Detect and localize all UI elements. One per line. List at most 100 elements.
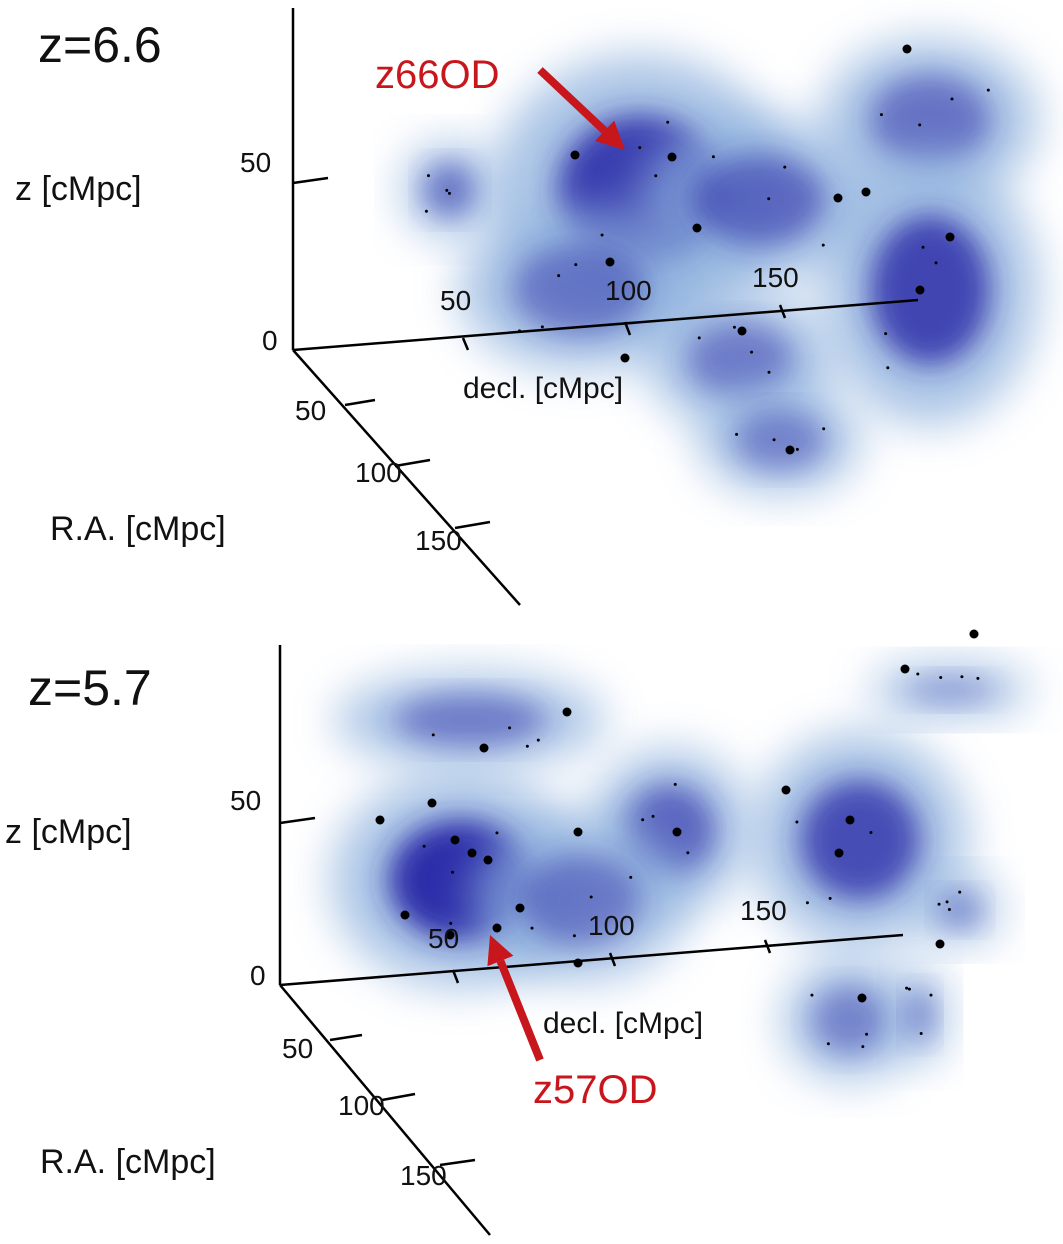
galaxy [865,1032,869,1036]
galaxy [945,232,955,242]
galaxy [781,785,791,795]
tick-mark [344,398,376,407]
annotation: z66OD [375,53,500,97]
arrow-head [487,935,514,967]
galaxy [921,245,925,249]
galaxy [958,890,962,894]
galaxy [950,97,954,101]
decl-tick-label: 100 [588,910,635,941]
galaxy [483,855,493,865]
decl-axis-title: decl. [cMpc] [543,1007,703,1040]
galaxy [939,675,943,679]
galaxy [651,814,655,818]
annotation: z57OD [533,1068,658,1112]
density-clouds [331,39,1038,1081]
galaxy [641,818,645,822]
galaxies [375,44,990,1049]
tick-mark [279,816,316,825]
galaxy [821,243,825,247]
decl-tick-label: 50 [440,285,471,316]
galaxy [620,353,630,363]
galaxy [445,188,449,192]
decl-axis-title: decl. [cMpc] [463,372,623,405]
galaxy [937,902,941,906]
galaxy [638,146,642,150]
tick-mark [763,939,772,954]
galaxy [515,903,525,913]
ra-axis [279,984,491,1236]
tick-mark [381,1092,416,1102]
galaxy [767,197,771,201]
galaxy [697,336,701,340]
decl-axis [279,933,904,987]
galaxy [400,910,410,920]
tick-mark [461,337,470,351]
galaxy [929,993,933,997]
galaxy [492,923,502,933]
galaxy [934,261,938,265]
cloud-core [870,75,990,165]
galaxy [629,875,633,879]
galaxy [737,326,747,336]
tick-mark [608,952,617,967]
galaxy [573,827,583,837]
galaxy [916,672,920,676]
arrow-shaft [496,959,544,1062]
redshift-label: z=5.7 [28,660,152,716]
galaxy [562,707,572,717]
galaxy [449,921,453,925]
ra-tick-label: 100 [355,457,402,488]
cloud-core [870,215,990,365]
cloud-core [905,988,935,1042]
galaxy [976,676,980,680]
galaxy [735,432,739,436]
galaxy [540,325,544,329]
galaxy [467,848,477,858]
z-axis-title: z [cMpc] [15,170,142,208]
galaxy [732,325,736,329]
galaxy [902,44,912,54]
galaxy [783,165,787,169]
tick-mark [778,304,787,319]
ra-axis-title: R.A. [cMpc] [40,1143,216,1181]
galaxy [422,844,426,848]
galaxy [605,257,615,267]
galaxy [900,664,910,674]
galaxy [495,831,499,835]
decl-axis [292,298,919,352]
galaxy [447,191,451,195]
z-tick-label: 0 [250,960,266,991]
galaxy [686,851,690,855]
galaxy [822,427,826,431]
tick-mark [394,458,431,468]
ra-tick-label: 150 [415,525,462,556]
galaxy [750,350,754,354]
galaxy [692,223,702,233]
z-tick-label: 50 [240,147,271,178]
galaxy [654,174,658,178]
galaxy [886,366,890,370]
ra-tick-label: 50 [295,395,326,426]
decl-tick-label: 150 [740,895,787,926]
galaxy [810,993,814,997]
ra-tick-label: 150 [400,1160,447,1191]
cloud-core [512,245,648,335]
cloud-core [687,322,793,398]
galaxy [572,934,576,938]
galaxy [918,123,922,127]
galaxy [834,848,844,858]
galaxy [826,1042,830,1046]
cloud-core [520,855,640,945]
tick-mark [451,969,460,984]
galaxy [857,993,867,1003]
galaxy [574,263,578,267]
tick-mark [329,1033,363,1042]
ra-tick-label: 100 [338,1090,385,1121]
galaxy [785,445,795,455]
galaxy [667,152,677,162]
galaxy [905,986,909,990]
ra-axis-title: R.A. [cMpc] [50,510,226,548]
tick-mark [623,321,632,336]
galaxy [884,332,888,336]
galaxy [828,896,832,900]
